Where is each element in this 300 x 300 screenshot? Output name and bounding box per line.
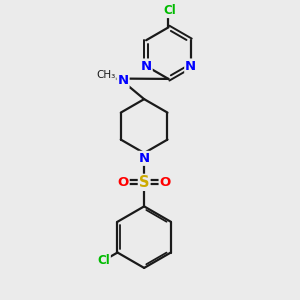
Text: CH₃: CH₃ <box>96 70 116 80</box>
Text: N: N <box>139 152 150 165</box>
Text: N: N <box>141 59 152 73</box>
Text: S: S <box>139 175 149 190</box>
Text: N: N <box>185 59 196 73</box>
Text: Cl: Cl <box>97 254 110 267</box>
Text: Cl: Cl <box>164 4 176 17</box>
Text: O: O <box>160 176 171 189</box>
Text: N: N <box>118 74 129 88</box>
Text: O: O <box>117 176 129 189</box>
